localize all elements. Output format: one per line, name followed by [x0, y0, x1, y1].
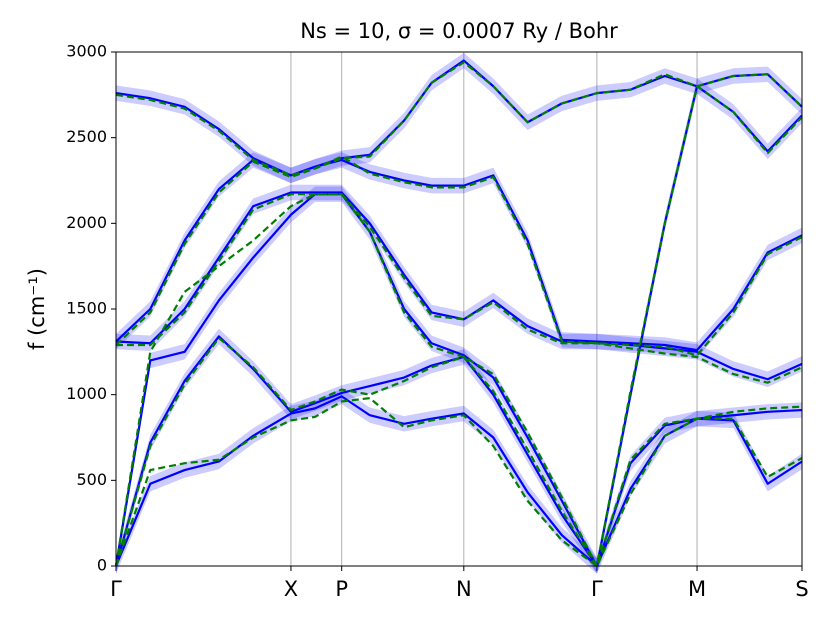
band-line: [114, 85, 803, 568]
y-tick-label: 500: [76, 470, 107, 489]
band-line: [116, 193, 803, 384]
x-tick-label: M: [688, 577, 706, 601]
y-tick-label: 0: [97, 556, 107, 575]
y-tick-label: 2500: [66, 127, 107, 146]
uncertainty-band: [116, 328, 802, 574]
band-line: [115, 61, 803, 177]
band-line: [115, 158, 803, 352]
x-tick-label: Γ: [591, 577, 603, 601]
plot-frame: [115, 51, 803, 567]
y-tick-label: 1000: [66, 384, 107, 403]
x-tick-label: S: [795, 577, 808, 601]
band-line: [114, 335, 803, 568]
x-tick-label: X: [284, 577, 298, 601]
y-tick-label: 2000: [66, 213, 107, 232]
uncertainty-band: [116, 184, 802, 387]
x-tick-label: N: [456, 577, 472, 601]
band-line: [114, 85, 803, 568]
uncertainty-band: [116, 152, 802, 358]
x-tick-label: P: [335, 577, 348, 601]
band-line: [114, 396, 803, 568]
x-tick-label: Γ: [110, 577, 122, 601]
y-tick-label: 1500: [66, 299, 107, 318]
uncertainty-band: [116, 78, 802, 574]
band-line: [114, 337, 803, 568]
uncertainty-band: [116, 52, 802, 184]
band-line: [115, 155, 803, 357]
band-line: [115, 59, 803, 177]
chart-title: Ns = 10, σ = 0.0007 Ry / Bohr: [300, 19, 618, 43]
y-axis-label: f (cm⁻¹): [25, 268, 49, 350]
y-tick-label: 3000: [66, 42, 107, 61]
